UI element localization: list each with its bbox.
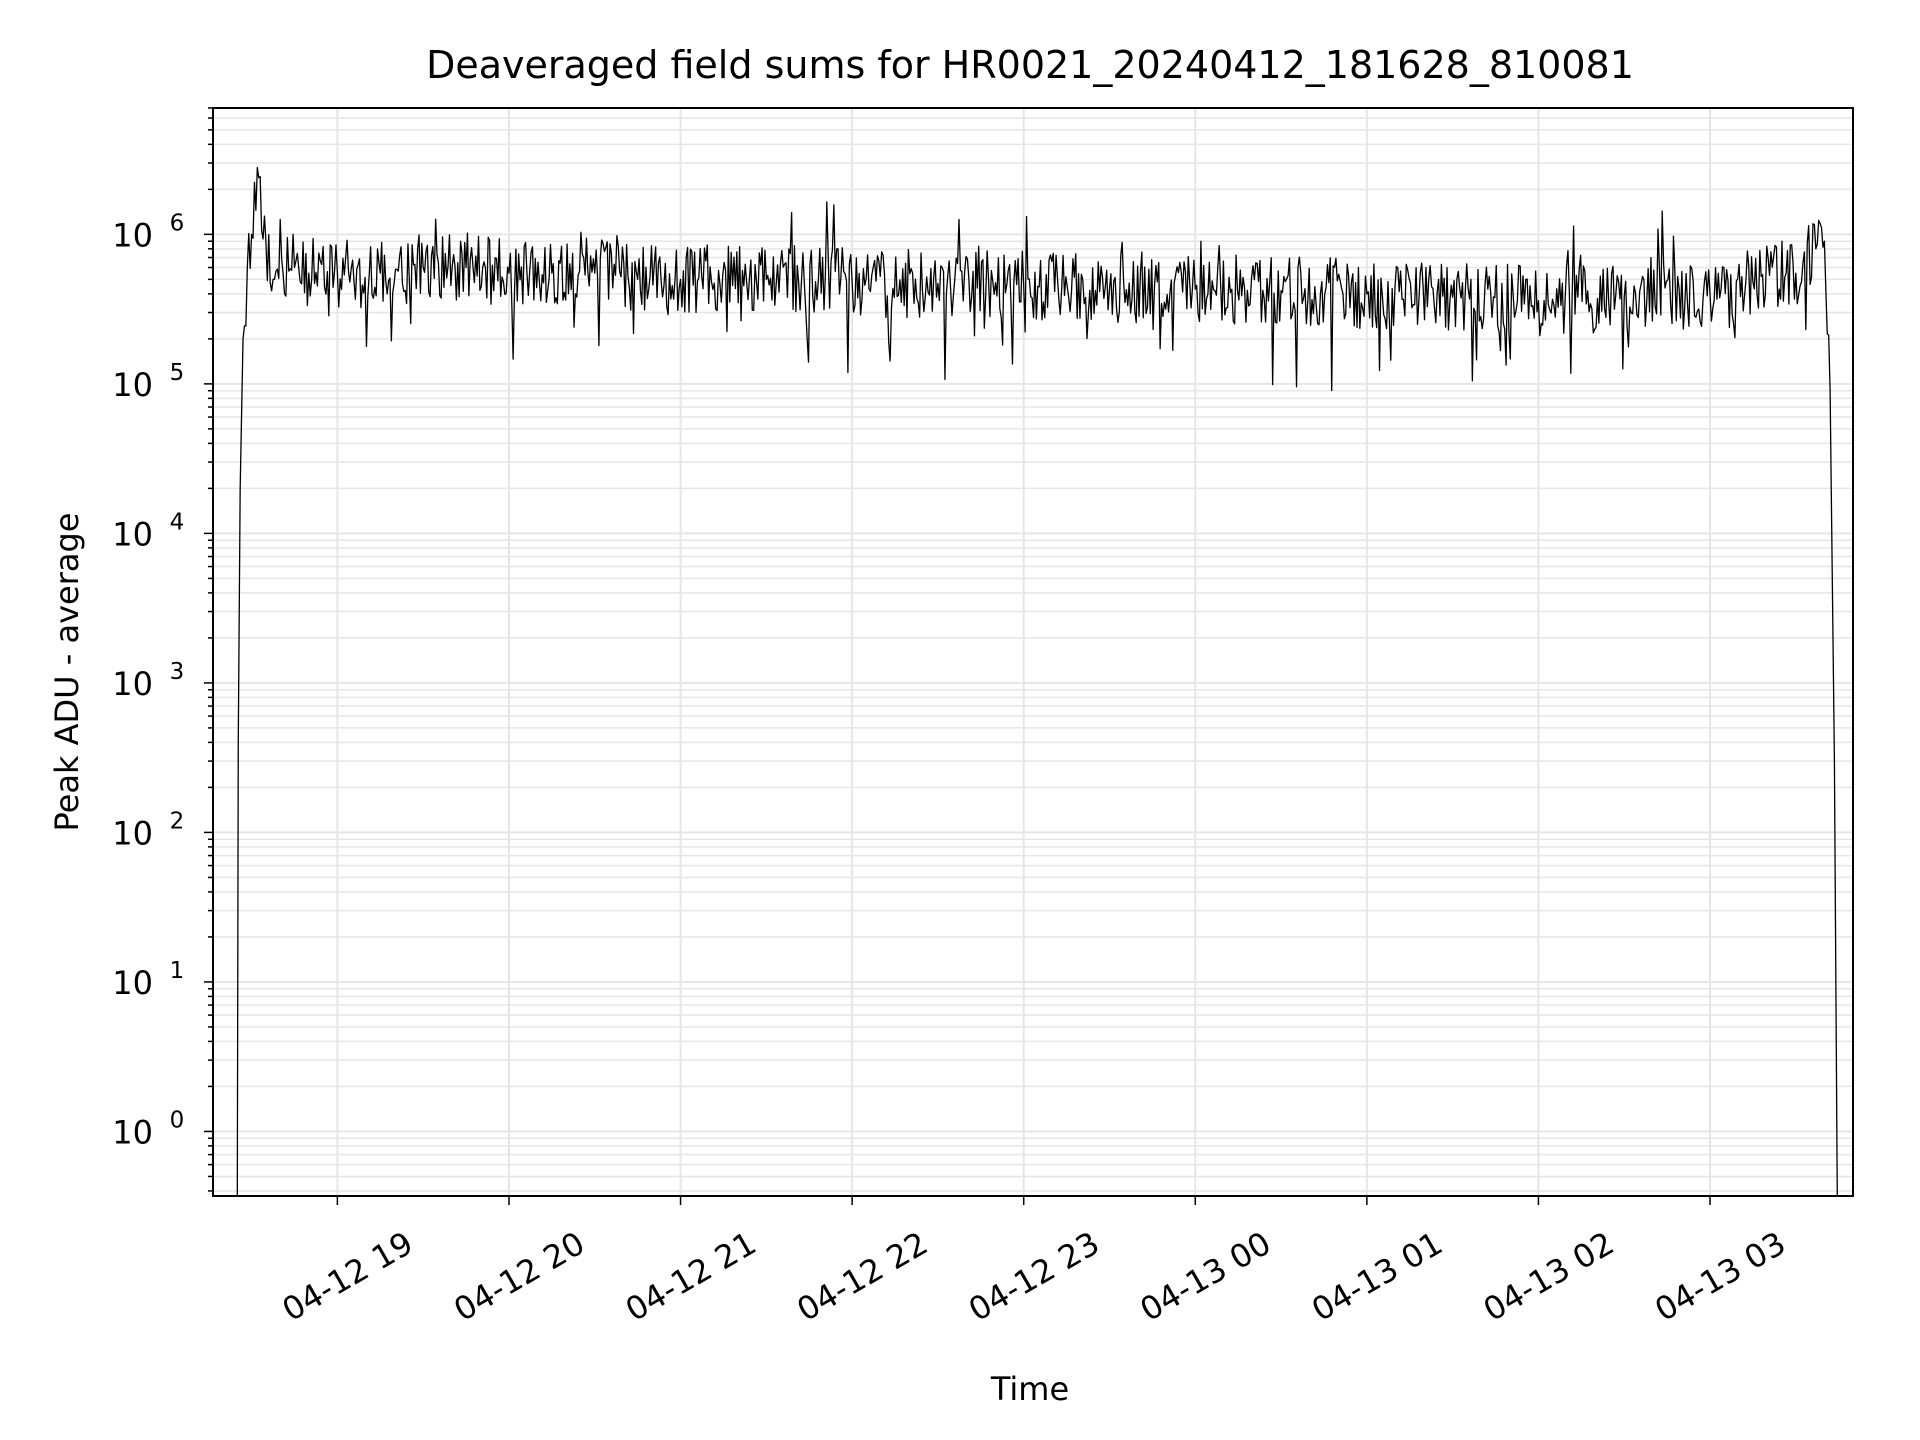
- y-tick-label: 10: [112, 964, 153, 1002]
- grid-lines: [213, 107, 1853, 1196]
- series-line-group: [236, 166, 1838, 1197]
- y-tick-label-exponent: 4: [170, 509, 185, 535]
- y-tick-label: 10: [112, 216, 153, 254]
- y-axis-label: Peak ADU - average: [48, 513, 86, 832]
- y-tick-label: 10: [112, 515, 153, 553]
- y-tick-label-exponent: 0: [170, 1107, 185, 1133]
- x-axis-label: Time: [990, 1370, 1069, 1408]
- y-tick-label-exponent: 2: [170, 808, 185, 834]
- y-tick-label-exponent: 5: [170, 360, 185, 386]
- y-tick-label: 10: [112, 1113, 153, 1151]
- y-tick-label: 10: [112, 814, 153, 852]
- y-tick-label: 10: [112, 665, 153, 703]
- series-line: [236, 166, 1838, 1197]
- y-tick-label: 10: [112, 366, 153, 404]
- y-tick-label-exponent: 3: [170, 659, 185, 685]
- y-tick-label-exponent: 6: [170, 210, 185, 236]
- y-tick-label-exponent: 1: [170, 958, 185, 984]
- plot-frame: [212, 107, 1854, 1197]
- chart-title: Deaveraged field sums for HR0021_2024041…: [426, 43, 1634, 87]
